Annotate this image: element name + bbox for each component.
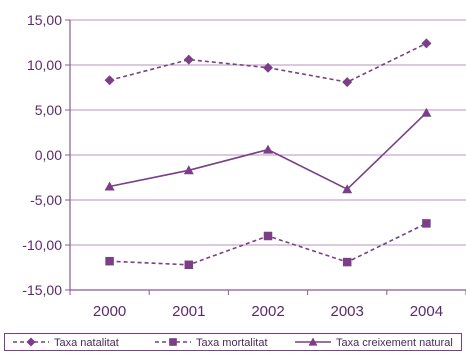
legend: Taxa natalitat Taxa mortalitat Taxa creixe… — [4, 333, 462, 351]
y-tick-label: -5,00 — [30, 192, 62, 208]
legend-diamond-icon — [26, 337, 36, 347]
grid-lines — [70, 19, 466, 291]
x-tick-label: 2003 — [331, 303, 364, 320]
data-point-square — [422, 219, 431, 228]
legend-label: Taxa creixement natural — [336, 337, 453, 349]
x-axis-ticks: 2000 2001 2002 2003 2004 — [69, 290, 466, 320]
data-point-triangle — [342, 184, 353, 194]
series-taxa-natalitat — [104, 38, 432, 88]
data-point-square — [263, 231, 273, 241]
legend-item-taxa-natalitat: Taxa natalitat — [13, 337, 119, 349]
y-tick-label: 0,00 — [35, 147, 62, 163]
legend-item-taxa-creixement-natural: Taxa creixement natural — [295, 337, 453, 349]
data-point-triangle — [263, 144, 273, 154]
legend-triangle-icon — [308, 337, 318, 346]
x-tick-label: 2002 — [251, 303, 284, 320]
data-point-diamond — [183, 54, 194, 65]
x-tick-label: 2004 — [410, 303, 443, 320]
x-tick-label: 2001 — [172, 303, 205, 320]
y-tick-label: 10,00 — [27, 57, 62, 73]
data-point-diamond — [104, 75, 115, 86]
legend-graphics: Taxa natalitat Taxa mortalitat Taxa creixe… — [13, 337, 453, 349]
series-group — [104, 38, 432, 270]
series-line — [109, 222, 427, 266]
data-point-square — [105, 256, 114, 266]
data-point-triangle — [183, 165, 194, 175]
y-tick-label: -15,00 — [22, 282, 62, 298]
data-point-diamond — [263, 62, 273, 73]
data-point-triangle — [104, 181, 115, 191]
data-point-diamond — [421, 38, 432, 49]
series-taxa-creixement-natural — [104, 107, 432, 194]
legend-label: Taxa natalitat — [54, 337, 119, 349]
legend-label: Taxa mortalitat — [196, 337, 268, 349]
data-point-square — [342, 257, 352, 267]
y-tick-label: -10,00 — [22, 237, 62, 253]
data-point-square — [184, 260, 194, 270]
data-point-diamond — [342, 77, 353, 88]
y-tick-label: 5,00 — [35, 102, 62, 118]
series-taxa-mortalitat — [105, 219, 431, 270]
legend-item-taxa-mortalitat: Taxa mortalitat — [155, 337, 268, 349]
data-point-triangle — [421, 107, 432, 117]
x-tick-label: 2000 — [93, 303, 126, 320]
y-axis-ticks: 15,00 10,00 5,00 0,00 -5,00 -10,00 -15,00 — [22, 12, 70, 298]
legend-square-icon — [169, 338, 177, 346]
y-tick-label: 15,00 — [27, 12, 62, 28]
